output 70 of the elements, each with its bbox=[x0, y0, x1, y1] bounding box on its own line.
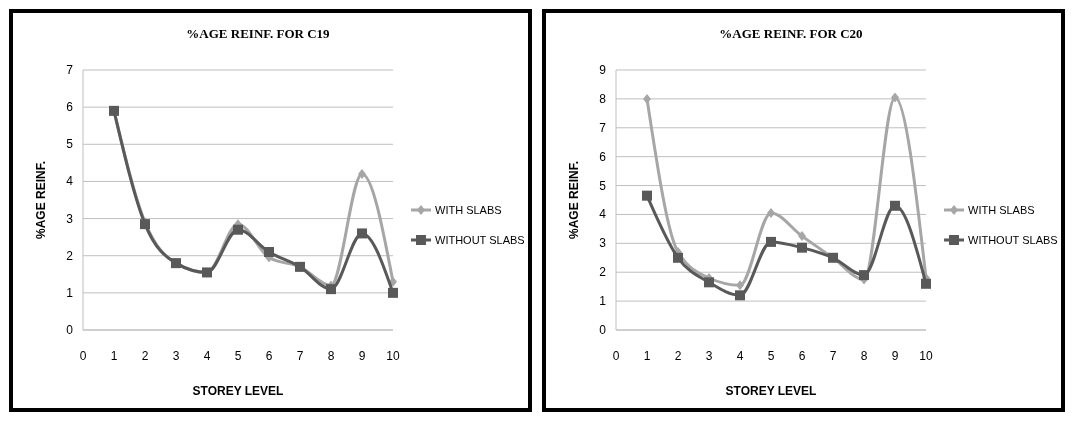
y-tick-label: 3 bbox=[599, 236, 607, 251]
legend-label: WITH SLABS bbox=[435, 204, 502, 216]
x-tick-label: 5 bbox=[767, 349, 775, 363]
x-tick-label: 3 bbox=[705, 349, 713, 363]
x-tick-label: 7 bbox=[829, 349, 837, 363]
point bbox=[643, 93, 651, 104]
y-tick-label: 7 bbox=[66, 63, 74, 77]
x-axis-title: STOREY LEVEL bbox=[725, 384, 817, 398]
x-tick-label: 8 bbox=[327, 349, 335, 363]
y-tick-label: 5 bbox=[599, 178, 607, 193]
x-tick-label: 10 bbox=[919, 349, 933, 363]
y-axis-title: %AGE REINF. bbox=[567, 160, 581, 240]
x-tick-label: 9 bbox=[358, 349, 366, 363]
chart-title: %AGE REINF. FOR C19 bbox=[186, 26, 331, 41]
point bbox=[642, 190, 652, 201]
x-tick-label: 0 bbox=[612, 349, 620, 363]
x-tick-label: 9 bbox=[891, 349, 899, 363]
x-tick-label: 1 bbox=[643, 349, 651, 363]
x-tick-label: 6 bbox=[798, 349, 806, 363]
point bbox=[767, 208, 775, 218]
y-tick-label: 4 bbox=[599, 207, 607, 222]
y-tick-label: 0 bbox=[66, 323, 74, 337]
x-tick-label: 4 bbox=[736, 349, 744, 363]
x-tick-label: 10 bbox=[386, 349, 400, 363]
y-tick-label: 5 bbox=[66, 137, 74, 152]
point bbox=[357, 228, 367, 239]
x-tick-label: 2 bbox=[674, 349, 682, 363]
x-tick-label: 7 bbox=[296, 349, 304, 363]
point bbox=[890, 200, 900, 211]
y-tick-label: 4 bbox=[66, 174, 74, 189]
point bbox=[358, 169, 366, 179]
point bbox=[264, 247, 274, 257]
y-tick-label: 1 bbox=[599, 294, 607, 309]
y-tick-label: 2 bbox=[599, 265, 607, 280]
x-tick-label: 1 bbox=[110, 349, 118, 363]
legend-label: WITH SLABS bbox=[968, 204, 1035, 216]
x-tick-label: 5 bbox=[234, 349, 242, 363]
y-tick-label: 3 bbox=[66, 211, 74, 226]
y-tick-label: 7 bbox=[599, 120, 607, 135]
x-tick-label: 6 bbox=[265, 349, 273, 363]
y-tick-label: 6 bbox=[66, 100, 74, 115]
point bbox=[797, 242, 807, 253]
x-axis-title: STOREY LEVEL bbox=[192, 384, 284, 398]
point bbox=[233, 224, 243, 235]
point bbox=[891, 92, 899, 103]
x-tick-label: 3 bbox=[172, 349, 180, 363]
point bbox=[859, 270, 869, 281]
point bbox=[798, 231, 806, 242]
point bbox=[736, 280, 744, 291]
point bbox=[735, 290, 745, 301]
y-tick-label: 9 bbox=[599, 63, 607, 77]
x-tick-label: 4 bbox=[203, 349, 211, 363]
point bbox=[921, 278, 931, 289]
legend-label: WITHOUT SLABS bbox=[435, 234, 525, 246]
y-axis-title: %AGE REINF. bbox=[34, 160, 48, 240]
chart-title: %AGE REINF. FOR C20 bbox=[719, 26, 863, 41]
x-tick-label: 2 bbox=[141, 349, 149, 363]
y-tick-label: 6 bbox=[599, 149, 607, 164]
y-tick-label: 8 bbox=[599, 91, 607, 106]
y-tick-label: 1 bbox=[66, 285, 74, 300]
x-tick-label: 0 bbox=[79, 349, 87, 363]
y-tick-label: 0 bbox=[599, 323, 607, 337]
point bbox=[388, 287, 398, 298]
point bbox=[704, 277, 714, 288]
point bbox=[766, 236, 776, 247]
point bbox=[673, 252, 683, 263]
legend-label: WITHOUT SLABS bbox=[968, 234, 1058, 246]
point bbox=[326, 284, 336, 295]
y-tick-label: 2 bbox=[66, 248, 74, 263]
x-tick-label: 8 bbox=[860, 349, 868, 363]
